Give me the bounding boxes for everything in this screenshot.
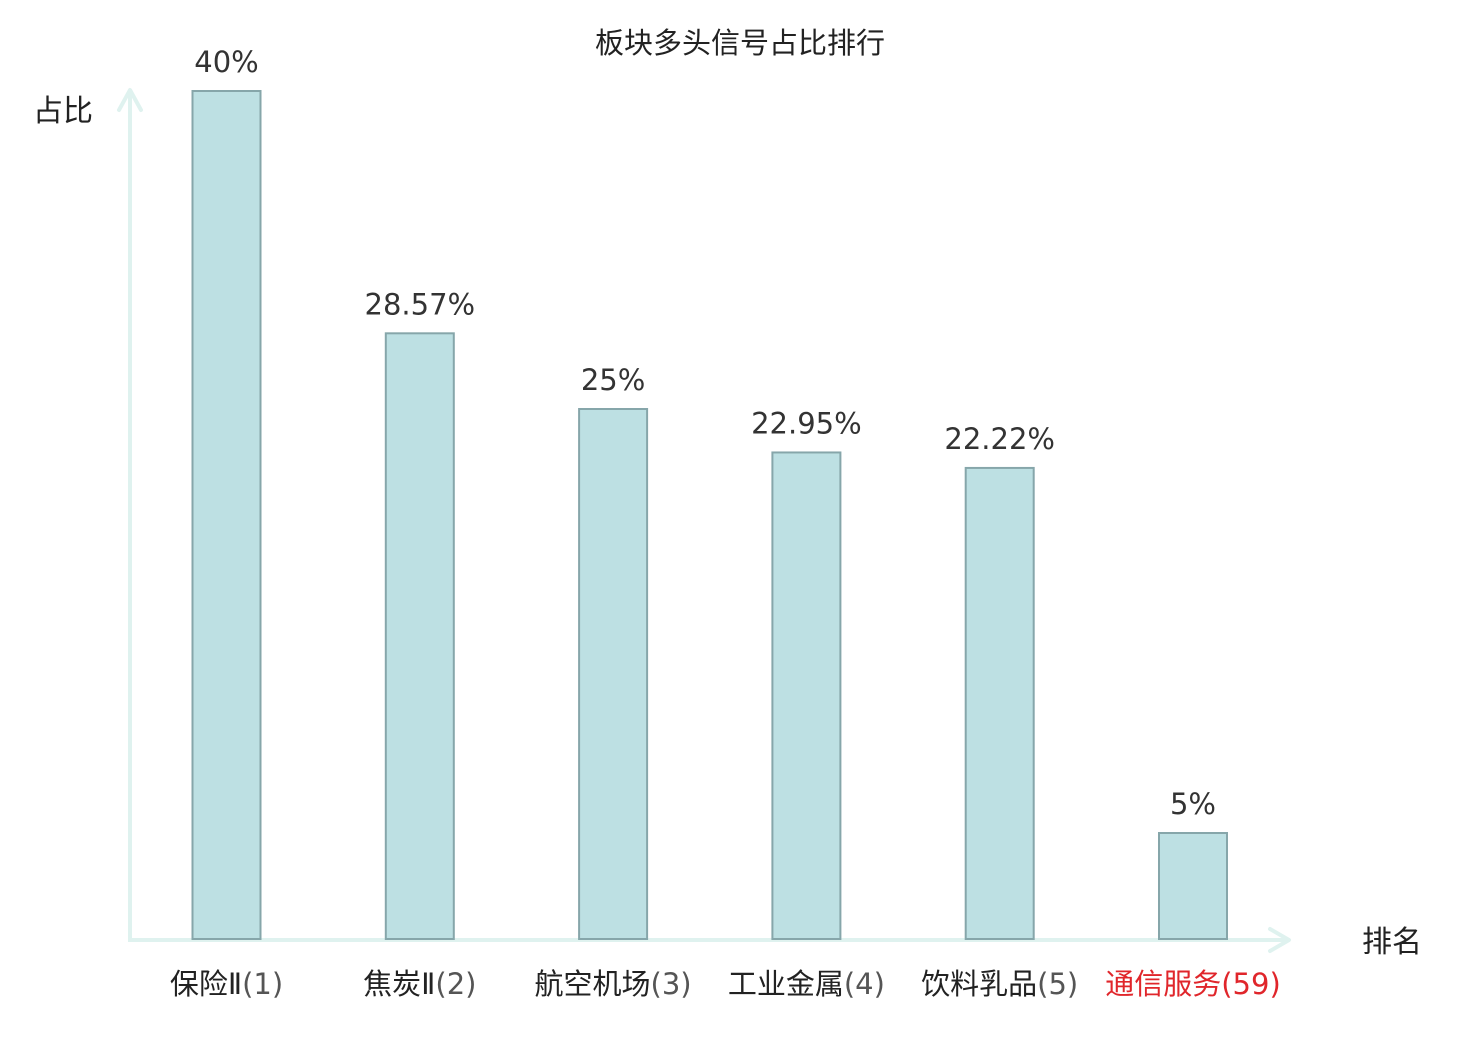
bar-1 (191, 90, 262, 940)
chart-title: 板块多头信号占比排行 (595, 26, 885, 60)
category-label-1: 保险Ⅱ(1) (170, 967, 283, 1001)
category-label-5: 饮料乳品(5) (921, 967, 1078, 1001)
value-labels-group: 40% 28.57% 25% 22.95% 22.22% 5% (194, 45, 1216, 821)
category-name: 工业金属 (728, 967, 844, 1001)
x-axis-label: 排名 (1362, 925, 1422, 960)
x-axis-arrow (1268, 927, 1291, 953)
value-label-4: 22.95% (751, 406, 862, 440)
value-label-6: 5% (1170, 787, 1216, 821)
category-rank: (59) (1221, 967, 1281, 1001)
category-label-3: 航空机场(3) (535, 967, 692, 1001)
value-label-5: 22.22% (944, 422, 1055, 456)
y-axis-label: 占比 (33, 94, 93, 129)
value-label-3: 25% (581, 363, 645, 397)
category-label-2: 焦炭Ⅱ(2) (363, 967, 476, 1001)
bar-5 (964, 466, 1035, 940)
category-label-6: 通信服务(59) (1105, 967, 1281, 1001)
value-label-1: 40% (194, 45, 258, 79)
category-rank: (2) (435, 967, 476, 1001)
category-label-4: 工业金属(4) (728, 967, 885, 1001)
category-rank: (3) (651, 967, 692, 1001)
bars-group (191, 90, 1228, 941)
bar-4 (771, 451, 842, 940)
bar-2 (384, 332, 455, 941)
y-axis-arrow (117, 88, 143, 112)
category-rank: (1) (242, 967, 283, 1001)
category-name: 保险Ⅱ (170, 967, 242, 1001)
category-rank: (5) (1037, 967, 1078, 1001)
category-name: 通信服务 (1105, 967, 1221, 1001)
category-name: 焦炭Ⅱ (363, 967, 435, 1001)
category-name: 饮料乳品 (921, 967, 1037, 1001)
category-rank: (4) (844, 967, 885, 1001)
value-label-2: 28.57% (365, 287, 476, 321)
bar-3 (578, 408, 649, 940)
category-name: 航空机场 (535, 967, 651, 1001)
category-labels-group: 保险Ⅱ(1) 焦炭Ⅱ(2) 航空机场(3) 工业金属(4) 饮料乳品(5) 通信服务(59… (170, 967, 1281, 1001)
bar-6 (1158, 832, 1228, 940)
